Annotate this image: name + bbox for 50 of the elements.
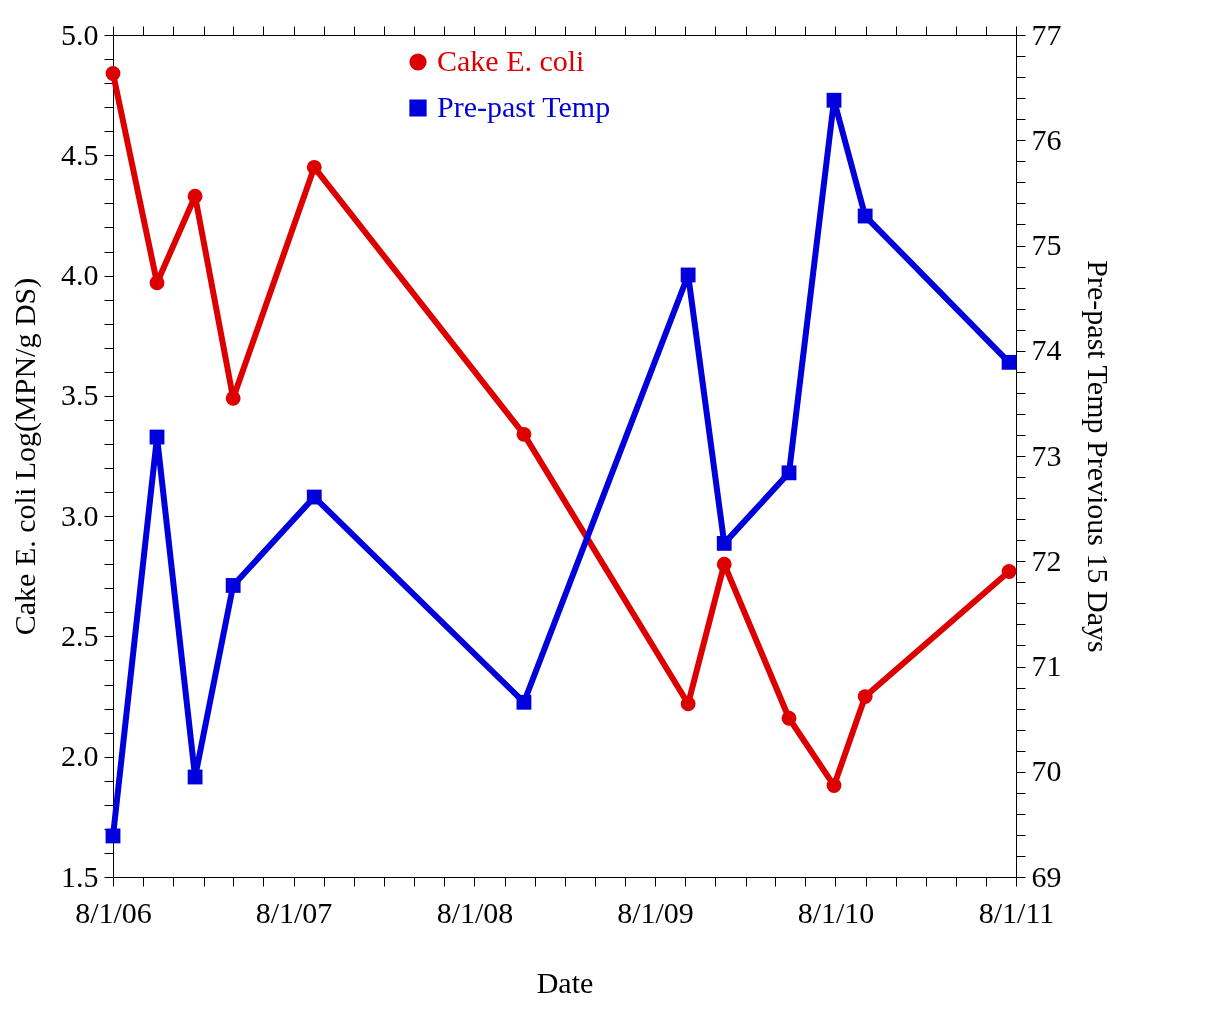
point: [857, 689, 873, 704]
y2-tick-label: 70: [1031, 754, 1062, 788]
point: [781, 465, 797, 481]
point: [187, 188, 203, 204]
point: [187, 769, 203, 785]
point: [716, 535, 732, 551]
x-tick-label: 8/1/08: [436, 895, 514, 929]
point: [225, 578, 241, 593]
y-tick-label: 2.5: [61, 618, 99, 652]
y2-tick-label: 77: [1031, 17, 1062, 51]
y2-tick-label: 73: [1031, 438, 1062, 472]
point: [1001, 354, 1017, 370]
point: [826, 92, 842, 108]
point: [149, 275, 165, 291]
point: [306, 159, 322, 175]
point: [225, 390, 241, 406]
x-tick-label: 8/1/10: [797, 895, 875, 929]
x-tick-label: 8/1/11: [978, 895, 1055, 929]
legend-label: Cake E. coli: [437, 44, 585, 77]
y-tick-label: 5.0: [61, 17, 99, 51]
y2-tick-label: 71: [1031, 649, 1062, 682]
point: [105, 66, 121, 81]
y-tick-label: 1.5: [61, 859, 99, 893]
x-axis-title: Date: [536, 965, 594, 999]
point: [716, 556, 732, 572]
y2-tick-label: 74: [1031, 333, 1062, 367]
point: [680, 696, 696, 712]
y-tick-label: 4.0: [61, 258, 99, 292]
y-tick-label: 3.0: [61, 498, 99, 532]
y2-tick-label: 72: [1031, 543, 1062, 577]
y-tick-label: 2.0: [61, 739, 99, 773]
point: [306, 489, 322, 505]
y2-tick-label: 69: [1031, 859, 1062, 893]
y-tick-label: 3.5: [61, 378, 99, 412]
x-tick-label: 8/1/06: [75, 895, 152, 929]
point: [516, 426, 532, 442]
point: [826, 778, 842, 793]
x-tick-label: 8/1/07: [255, 895, 333, 929]
y2-tick-label: 75: [1031, 228, 1062, 261]
y2-axis-title: Pre-past Temp Previous 15 Days: [1081, 260, 1115, 653]
legend-label: Pre-past Temp: [437, 90, 611, 123]
point: [781, 710, 797, 726]
point: [1001, 564, 1017, 579]
y-axis-title: Cake E. coli Log(MPN/g DS): [8, 277, 42, 636]
x-tick-label: 8/1/09: [617, 895, 694, 929]
y2-tick-label: 76: [1031, 122, 1062, 156]
point: [857, 208, 873, 224]
point: [516, 694, 532, 710]
y-tick-label: 4.5: [61, 137, 99, 171]
point: [680, 267, 696, 283]
